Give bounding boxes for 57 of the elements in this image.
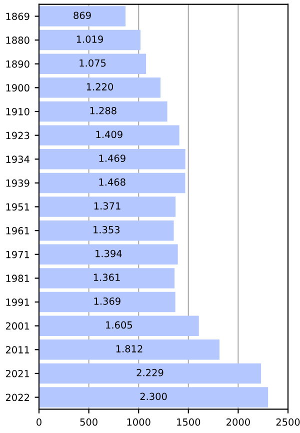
bar [39,172,186,194]
data-label: 2.300 [140,392,167,400]
bar [39,101,168,122]
data-label: 869 [74,12,91,20]
x-tick-label: 2500 [276,418,300,426]
data-label: 1.409 [96,130,122,138]
data-label: 2.229 [136,368,164,376]
y-tick-label: 2001 [6,322,30,330]
y-tick-label: 1961 [6,227,30,234]
data-label: 1.361 [94,274,120,282]
bar [39,268,175,288]
y-tick-label: 1880 [6,36,30,44]
data-label: 1.469 [99,154,126,162]
bar [39,78,161,98]
y-tick-label: 1991 [6,298,30,306]
bar [39,220,174,241]
bar [39,292,176,312]
bar [39,30,140,50]
data-label: 1.371 [94,202,120,210]
x-tick-label: 0 [36,418,42,426]
bar [39,125,180,146]
y-tick-label: 1939 [6,179,30,187]
y-tick-label: 1910 [6,108,30,116]
data-label: 1.220 [86,83,114,91]
data-label: 1.353 [94,226,120,234]
data-label: 1.019 [76,36,103,43]
bar [39,363,262,384]
data-label: 1.812 [116,345,142,352]
y-tick-label: 1923 [6,132,30,140]
x-tick-label: 1500 [177,418,200,426]
y-tick-label: 1900 [6,84,30,92]
y-tick-label: 1971 [6,250,30,258]
bar [39,387,268,408]
data-label: 1.369 [94,297,120,305]
x-tick-label: 1000 [127,418,150,426]
bar [39,316,199,336]
data-label: 1.288 [90,106,116,114]
x-tick-label: 500 [80,418,98,426]
bar [39,6,126,26]
bar [39,196,176,217]
y-tick-label: 2021 [6,370,30,378]
y-tick-label: 1951 [6,203,30,211]
y-tick-label: 1869 [6,12,30,20]
bar [39,54,146,74]
y-tick-label: 1890 [6,60,30,68]
data-label: 1.394 [96,250,122,258]
y-tick-label: 2011 [6,346,30,354]
y-tick-label: 1934 [6,156,30,163]
bar [39,340,220,360]
x-tick-label: 2000 [226,418,250,426]
data-label: 1.468 [99,178,126,186]
data-label: 1.075 [80,59,106,67]
bar [39,149,186,170]
data-label: 1.605 [106,321,132,329]
y-tick-label: 1981 [6,274,30,282]
y-tick-label: 2022 [6,394,29,402]
bar [39,244,178,265]
